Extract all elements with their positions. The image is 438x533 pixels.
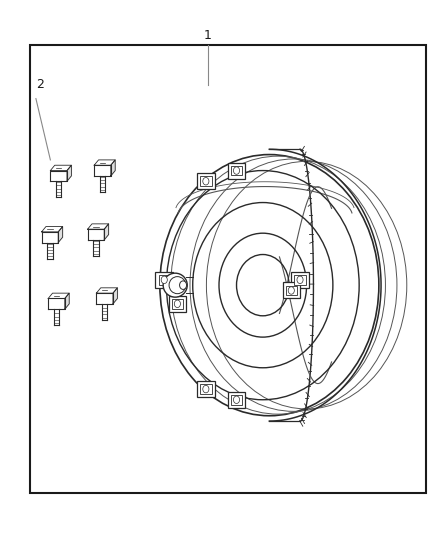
Polygon shape (67, 165, 71, 181)
FancyBboxPatch shape (294, 275, 306, 285)
FancyBboxPatch shape (159, 275, 170, 285)
FancyBboxPatch shape (283, 282, 300, 298)
Bar (30, 45, 426, 493)
Circle shape (233, 396, 240, 403)
Ellipse shape (160, 155, 379, 416)
Ellipse shape (163, 273, 187, 297)
FancyBboxPatch shape (286, 286, 297, 295)
Text: 1: 1 (204, 29, 212, 42)
Polygon shape (111, 160, 115, 176)
Circle shape (161, 276, 167, 284)
Polygon shape (113, 288, 117, 304)
FancyBboxPatch shape (291, 272, 309, 288)
FancyBboxPatch shape (169, 296, 186, 312)
Circle shape (203, 385, 209, 393)
FancyBboxPatch shape (200, 384, 212, 394)
Circle shape (180, 281, 187, 289)
FancyBboxPatch shape (228, 392, 245, 408)
FancyBboxPatch shape (231, 395, 242, 405)
FancyBboxPatch shape (172, 299, 183, 309)
Polygon shape (104, 224, 109, 240)
Circle shape (233, 167, 240, 174)
FancyBboxPatch shape (231, 166, 242, 175)
FancyBboxPatch shape (197, 173, 215, 189)
Text: 2: 2 (36, 78, 44, 91)
FancyBboxPatch shape (197, 381, 215, 397)
FancyBboxPatch shape (200, 176, 212, 186)
Ellipse shape (169, 277, 186, 294)
Circle shape (174, 300, 180, 308)
Polygon shape (58, 227, 63, 243)
Circle shape (203, 177, 209, 185)
Circle shape (288, 287, 294, 294)
Circle shape (297, 276, 303, 284)
Polygon shape (65, 293, 69, 309)
FancyBboxPatch shape (228, 163, 245, 179)
FancyBboxPatch shape (155, 272, 173, 288)
